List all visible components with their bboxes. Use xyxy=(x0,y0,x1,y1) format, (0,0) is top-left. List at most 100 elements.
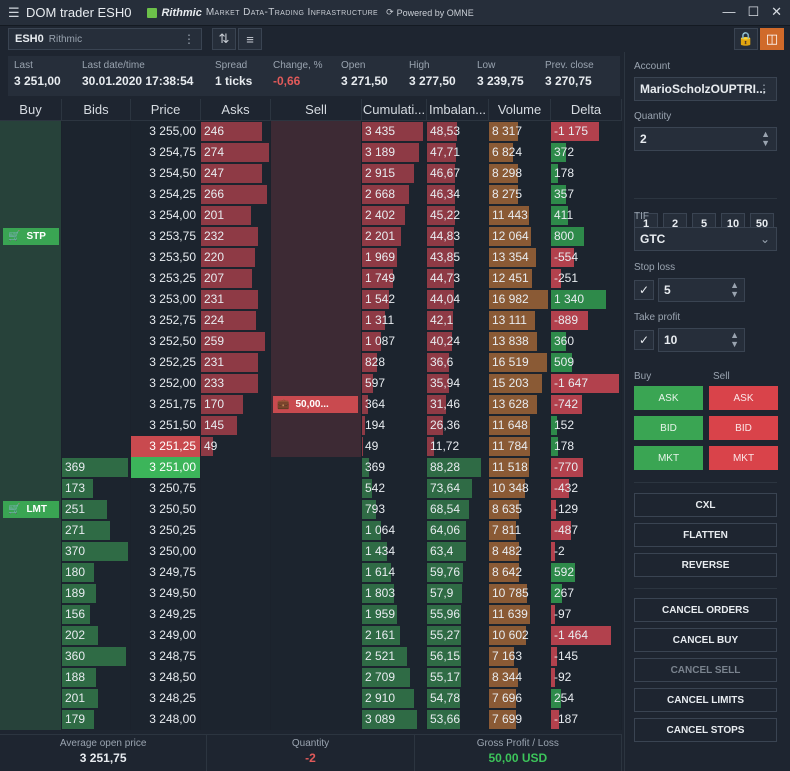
bid-cell[interactable]: 370 xyxy=(62,541,131,562)
sell-cell[interactable] xyxy=(271,226,362,247)
bid-cell[interactable]: 201 xyxy=(62,688,131,709)
reverse-button[interactable]: REVERSE xyxy=(634,553,777,577)
ask-cell[interactable]: 201 xyxy=(201,205,271,226)
bid-cell[interactable] xyxy=(62,121,131,142)
ask-cell[interactable] xyxy=(201,604,271,625)
column-header[interactable]: Imbalan... xyxy=(427,99,489,120)
price-cell[interactable]: 3 249,50 xyxy=(131,583,201,604)
ask-cell[interactable]: 233 xyxy=(201,373,271,394)
ask-cell[interactable]: 247 xyxy=(201,163,271,184)
ask-cell[interactable] xyxy=(201,625,271,646)
sell-cell[interactable] xyxy=(271,163,362,184)
sell-cell[interactable] xyxy=(271,184,362,205)
cancel-stops-button[interactable]: CANCEL STOPS xyxy=(634,718,777,742)
price-cell[interactable]: 3 250,00 xyxy=(131,541,201,562)
buy-bid-button[interactable]: BID xyxy=(634,416,703,440)
minimize-icon[interactable]: — xyxy=(722,4,736,19)
price-cell[interactable]: 3 252,25 xyxy=(131,352,201,373)
stop-loss-checkbox[interactable]: ✓ xyxy=(634,280,654,300)
menu-icon[interactable]: ☰ xyxy=(8,4,20,20)
price-cell[interactable]: 3 253,75 xyxy=(131,226,201,247)
ask-cell[interactable] xyxy=(201,646,271,667)
price-cell[interactable]: 3 252,75 xyxy=(131,310,201,331)
ask-cell[interactable] xyxy=(201,709,271,730)
ask-cell[interactable]: 232 xyxy=(201,226,271,247)
sell-cell[interactable] xyxy=(271,562,362,583)
bid-cell[interactable] xyxy=(62,373,131,394)
bid-cell[interactable]: 369 xyxy=(62,457,131,478)
more-icon[interactable]: ⋮ xyxy=(183,32,195,46)
buy-cell[interactable] xyxy=(0,247,62,268)
ask-cell[interactable] xyxy=(201,688,271,709)
buy-cell[interactable] xyxy=(0,415,62,436)
price-cell[interactable]: 3 253,50 xyxy=(131,247,201,268)
price-cell[interactable]: 3 251,75 xyxy=(131,394,201,415)
sell-cell[interactable] xyxy=(271,121,362,142)
ask-cell[interactable]: 246 xyxy=(201,121,271,142)
price-cell[interactable]: 3 252,50 xyxy=(131,331,201,352)
take-profit-checkbox[interactable]: ✓ xyxy=(634,330,654,350)
buy-cell[interactable] xyxy=(0,268,62,289)
price-cell[interactable]: 3 254,50 xyxy=(131,163,201,184)
bid-cell[interactable] xyxy=(62,184,131,205)
bid-cell[interactable]: 251 xyxy=(62,499,131,520)
buy-cell[interactable] xyxy=(0,583,62,604)
price-cell[interactable]: 3 248,50 xyxy=(131,667,201,688)
ask-cell[interactable]: 224 xyxy=(201,310,271,331)
buy-cell[interactable] xyxy=(0,163,62,184)
buy-cell[interactable] xyxy=(0,142,62,163)
ask-cell[interactable]: 231 xyxy=(201,289,271,310)
ask-cell[interactable] xyxy=(201,541,271,562)
sell-cell[interactable] xyxy=(271,289,362,310)
sell-cell[interactable] xyxy=(271,499,362,520)
price-cell[interactable]: 3 255,00 xyxy=(131,121,201,142)
bid-cell[interactable] xyxy=(62,163,131,184)
ask-cell[interactable] xyxy=(201,499,271,520)
bid-cell[interactable] xyxy=(62,289,131,310)
price-cell[interactable]: 3 250,50 xyxy=(131,499,201,520)
column-header[interactable]: Price xyxy=(131,99,201,120)
stepper-icon[interactable]: ▲ ▼ xyxy=(730,280,739,299)
price-cell[interactable]: 3 253,00 xyxy=(131,289,201,310)
panel-toggle-icon[interactable]: ◫ xyxy=(760,28,784,50)
buy-cell[interactable] xyxy=(0,205,62,226)
stop-order-marker[interactable]: 🛒 STP xyxy=(3,228,59,245)
buy-cell[interactable] xyxy=(0,352,62,373)
sell-ask-button[interactable]: ASK xyxy=(709,386,778,410)
lock-icon[interactable]: 🔒 xyxy=(734,28,758,50)
ask-cell[interactable]: 145 xyxy=(201,415,271,436)
buy-cell[interactable] xyxy=(0,478,62,499)
price-cell[interactable]: 3 254,75 xyxy=(131,142,201,163)
close-icon[interactable]: ✕ xyxy=(771,4,782,19)
buy-cell[interactable] xyxy=(0,394,62,415)
sell-cell[interactable] xyxy=(271,709,362,730)
bid-cell[interactable] xyxy=(62,394,131,415)
ask-cell[interactable] xyxy=(201,520,271,541)
sell-cell[interactable] xyxy=(271,142,362,163)
limit-order-marker[interactable]: 🛒 LMT xyxy=(3,501,59,518)
price-cell[interactable]: 3 252,00 xyxy=(131,373,201,394)
price-cell[interactable]: 3 251,50 xyxy=(131,415,201,436)
price-cell[interactable]: 3 250,25 xyxy=(131,520,201,541)
buy-cell[interactable] xyxy=(0,331,62,352)
price-cell[interactable]: 3 253,25 xyxy=(131,268,201,289)
buy-cell[interactable] xyxy=(0,646,62,667)
sell-cell[interactable] xyxy=(271,604,362,625)
bid-cell[interactable]: 271 xyxy=(62,520,131,541)
ask-cell[interactable] xyxy=(201,478,271,499)
cancel-sell-button[interactable]: CANCEL SELL xyxy=(634,658,777,682)
ask-cell[interactable] xyxy=(201,667,271,688)
price-cell[interactable]: 3 250,75 xyxy=(131,478,201,499)
buy-cell[interactable] xyxy=(0,121,62,142)
buy-cell[interactable]: 🛒 LMT xyxy=(0,499,62,520)
sell-cell[interactable] xyxy=(271,268,362,289)
sell-cell[interactable] xyxy=(271,583,362,604)
column-header[interactable]: Buy xyxy=(0,99,62,120)
ask-cell[interactable]: 220 xyxy=(201,247,271,268)
ask-cell[interactable]: 207 xyxy=(201,268,271,289)
bid-cell[interactable]: 188 xyxy=(62,667,131,688)
column-header[interactable]: Asks xyxy=(201,99,271,120)
symbol-selector[interactable]: ESH0 Rithmic ⋮ xyxy=(8,28,202,50)
sell-cell[interactable] xyxy=(271,205,362,226)
ask-cell[interactable]: 259 xyxy=(201,331,271,352)
